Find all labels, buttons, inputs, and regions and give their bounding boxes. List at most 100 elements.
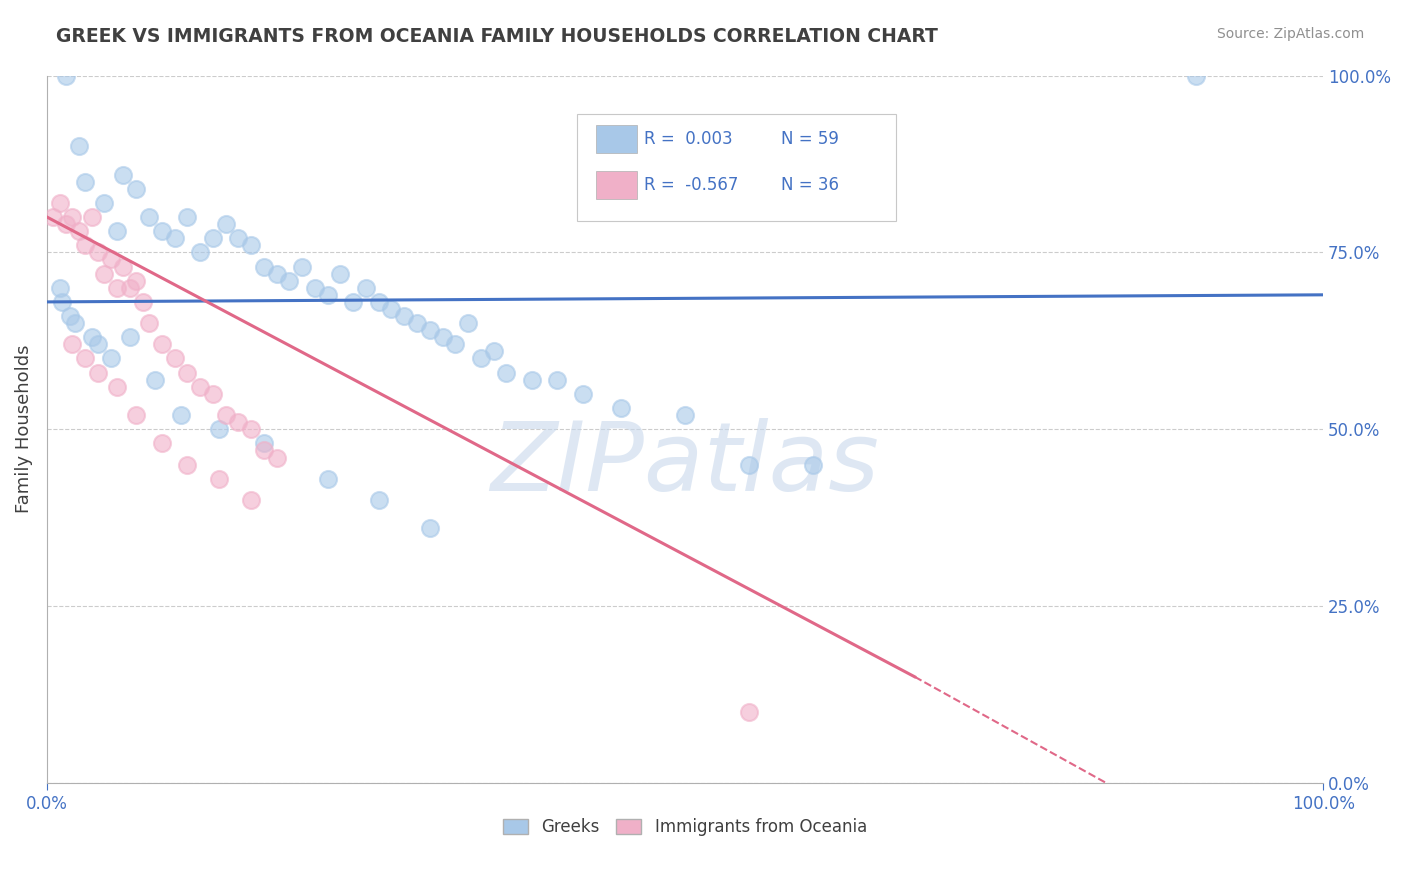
Point: [93, 195, 115, 210]
Point: [253, 443, 276, 458]
Point: [150, 337, 173, 351]
Point: [304, 281, 326, 295]
Point: [75, 238, 97, 252]
Text: R =  -0.567: R = -0.567: [644, 176, 738, 194]
Point: [112, 168, 135, 182]
Point: [93, 267, 115, 281]
Point: [170, 408, 193, 422]
Point: [48, 195, 70, 210]
Point: [150, 224, 173, 238]
Point: [188, 245, 211, 260]
Point: [316, 472, 339, 486]
Point: [266, 450, 288, 465]
Point: [87, 366, 110, 380]
Point: [316, 288, 339, 302]
Point: [228, 231, 250, 245]
Point: [546, 373, 568, 387]
Point: [673, 408, 696, 422]
Point: [163, 231, 186, 245]
Point: [214, 217, 236, 231]
Point: [253, 436, 276, 450]
Point: [738, 458, 761, 472]
Point: [419, 323, 441, 337]
Point: [87, 245, 110, 260]
Point: [125, 274, 148, 288]
Point: [444, 337, 467, 351]
Point: [105, 281, 128, 295]
Point: [495, 366, 517, 380]
Point: [87, 337, 110, 351]
Point: [1184, 69, 1206, 83]
Point: [572, 387, 595, 401]
Point: [240, 493, 263, 508]
Point: [118, 330, 141, 344]
Point: [208, 472, 231, 486]
Point: [228, 415, 250, 429]
Point: [380, 301, 402, 316]
Point: [55, 217, 77, 231]
Point: [329, 267, 352, 281]
Point: [105, 380, 128, 394]
Point: [75, 175, 97, 189]
FancyBboxPatch shape: [576, 114, 896, 220]
Point: [63, 316, 86, 330]
Point: [125, 182, 148, 196]
Point: [367, 294, 389, 309]
Point: [457, 316, 479, 330]
Point: [240, 238, 263, 252]
Point: [291, 260, 314, 274]
Point: [201, 387, 224, 401]
Point: [59, 309, 82, 323]
Point: [80, 210, 103, 224]
Point: [176, 210, 198, 224]
Text: R =  0.003: R = 0.003: [644, 130, 733, 148]
Point: [100, 351, 122, 366]
Point: [406, 316, 429, 330]
Point: [801, 458, 824, 472]
Point: [201, 231, 224, 245]
Point: [67, 224, 90, 238]
Point: [125, 408, 148, 422]
Point: [67, 139, 90, 153]
Point: [62, 337, 84, 351]
Point: [118, 281, 141, 295]
Point: [188, 380, 211, 394]
Point: [419, 521, 441, 535]
Point: [48, 281, 70, 295]
Point: [278, 274, 301, 288]
Point: [112, 260, 135, 274]
Point: [214, 408, 236, 422]
Point: [62, 210, 84, 224]
FancyBboxPatch shape: [596, 125, 637, 153]
Point: [470, 351, 492, 366]
Point: [51, 294, 73, 309]
Point: [367, 493, 389, 508]
Text: GREEK VS IMMIGRANTS FROM OCEANIA FAMILY HOUSEHOLDS CORRELATION CHART: GREEK VS IMMIGRANTS FROM OCEANIA FAMILY …: [56, 27, 938, 45]
Point: [105, 224, 128, 238]
Point: [342, 294, 364, 309]
Point: [520, 373, 543, 387]
Point: [176, 366, 198, 380]
Point: [163, 351, 186, 366]
Point: [42, 210, 65, 224]
Point: [266, 267, 288, 281]
Text: ZIPatlas: ZIPatlas: [491, 418, 879, 511]
Point: [738, 705, 761, 719]
Point: [131, 294, 153, 309]
Point: [610, 401, 633, 415]
Point: [240, 422, 263, 436]
Legend: Greeks, Immigrants from Oceania: Greeks, Immigrants from Oceania: [496, 812, 873, 843]
Point: [432, 330, 454, 344]
Point: [150, 436, 173, 450]
Point: [55, 69, 77, 83]
Point: [176, 458, 198, 472]
Point: [253, 260, 276, 274]
Text: N = 59: N = 59: [780, 130, 838, 148]
Point: [138, 210, 160, 224]
Point: [138, 316, 160, 330]
Point: [100, 252, 122, 267]
Point: [80, 330, 103, 344]
FancyBboxPatch shape: [596, 171, 637, 199]
Point: [145, 373, 167, 387]
Y-axis label: Family Households: Family Households: [15, 345, 32, 514]
